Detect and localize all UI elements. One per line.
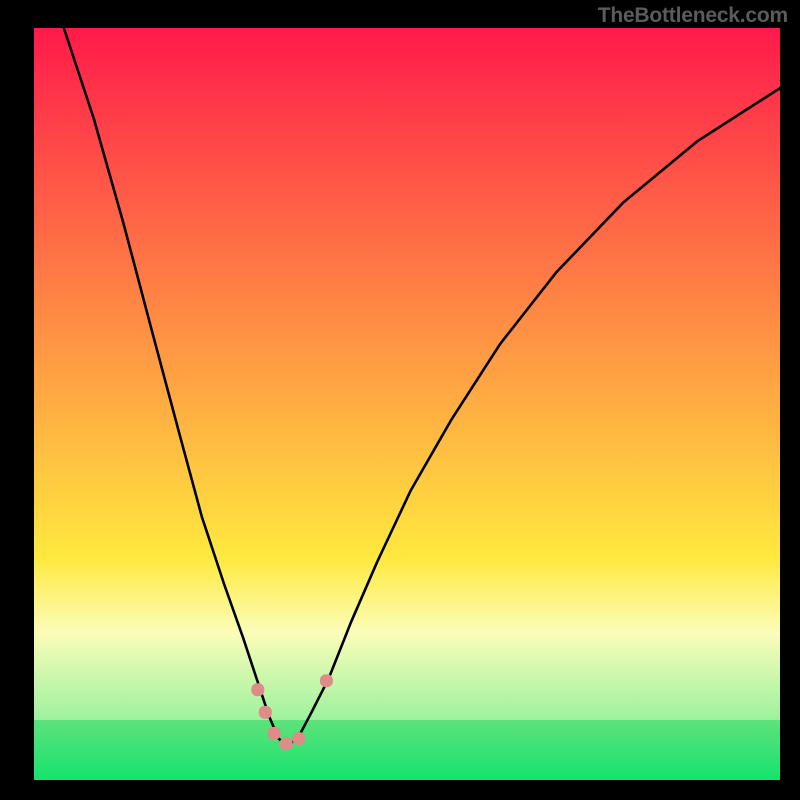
curve-marker (280, 738, 292, 750)
curve-marker (268, 727, 280, 739)
curve-marker (259, 706, 271, 718)
curve-marker (252, 684, 264, 696)
curve-marker (320, 675, 332, 687)
plot-area (34, 28, 780, 780)
watermark-text: TheBottleneck.com (598, 4, 788, 28)
curve-marker (293, 733, 305, 745)
main-curve (64, 28, 780, 746)
curve-svg (34, 28, 780, 780)
